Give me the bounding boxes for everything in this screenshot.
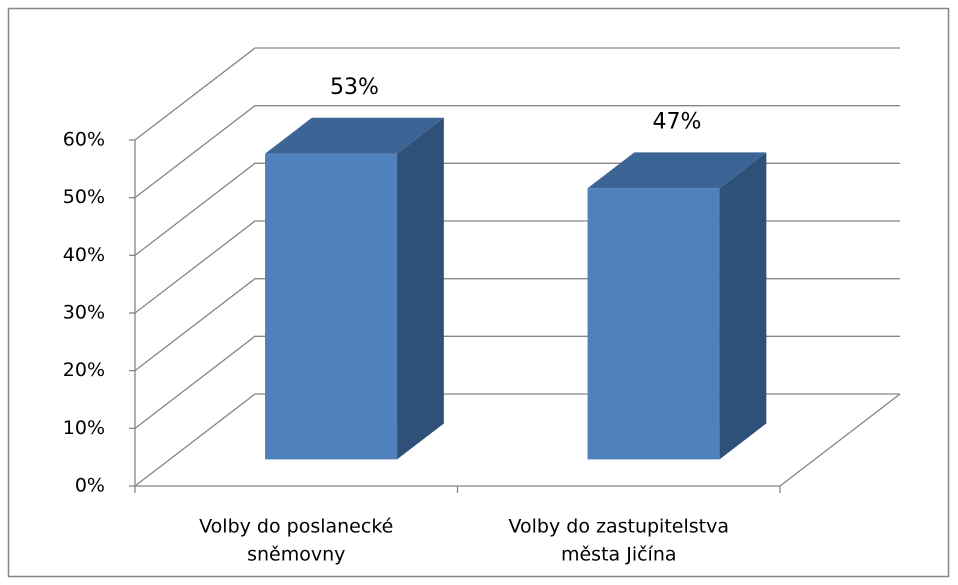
bar-side [397,117,444,460]
grid-line [134,47,900,141]
y-tick-label: 60% [63,129,105,151]
y-tick-label: 50% [63,186,105,208]
y-tick-label: 10% [63,417,105,439]
bar-front [587,188,720,460]
bar-top [587,152,767,189]
data-label: 53% [330,75,379,100]
data-label: 47% [652,109,701,134]
y-tick-label: 0% [75,475,105,497]
bar-side [719,152,767,460]
x-tick-label: Volby do zastupitelstva [509,516,730,538]
chart-frame [7,7,950,578]
y-tick-label: 40% [63,244,105,266]
y-tick-label: 30% [63,302,105,324]
bar-top [265,117,444,154]
x-tick-label: města Jičína [561,544,677,566]
grid-line [134,105,900,199]
x-tick-label: Volby do poslanecké [199,516,393,538]
y-tick-label: 20% [63,359,105,381]
x-tick-label: sněmovny [247,544,345,566]
bar-front [265,153,398,460]
